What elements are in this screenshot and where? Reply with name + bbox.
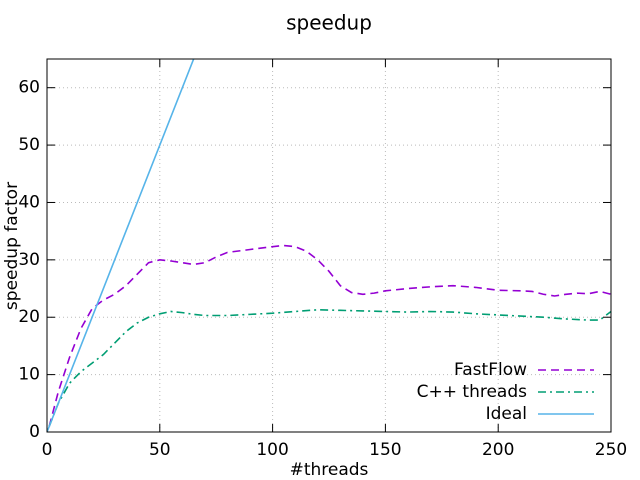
x-tick-label: 0 bbox=[42, 440, 53, 460]
x-axis-label: #threads bbox=[290, 460, 369, 480]
y-tick-label: 50 bbox=[18, 135, 40, 155]
legend-label: Ideal bbox=[486, 404, 527, 424]
plot-border bbox=[46, 58, 612, 433]
line-series bbox=[48, 308, 611, 427]
chart-title: speedup bbox=[286, 11, 372, 35]
plot-area bbox=[47, 59, 611, 432]
y-axis-label: speedup factor bbox=[2, 182, 22, 310]
x-tick-label: 150 bbox=[369, 440, 401, 460]
y-tick-label: 0 bbox=[29, 422, 40, 442]
x-tick-label: 50 bbox=[149, 440, 171, 460]
x-tick-label: 250 bbox=[595, 440, 627, 460]
legend-label: C++ threads bbox=[417, 382, 527, 402]
y-tick-label: 10 bbox=[18, 365, 40, 385]
y-tick-label: 40 bbox=[18, 192, 40, 212]
y-tick-label: 30 bbox=[18, 250, 40, 270]
line-series bbox=[47, 59, 195, 432]
line-series bbox=[48, 244, 611, 427]
legend-label: FastFlow bbox=[454, 360, 527, 380]
x-tick-label: 100 bbox=[256, 440, 288, 460]
x-tick-label: 200 bbox=[482, 440, 514, 460]
y-tick-label: 20 bbox=[18, 307, 40, 327]
y-tick-label: 60 bbox=[18, 78, 40, 98]
